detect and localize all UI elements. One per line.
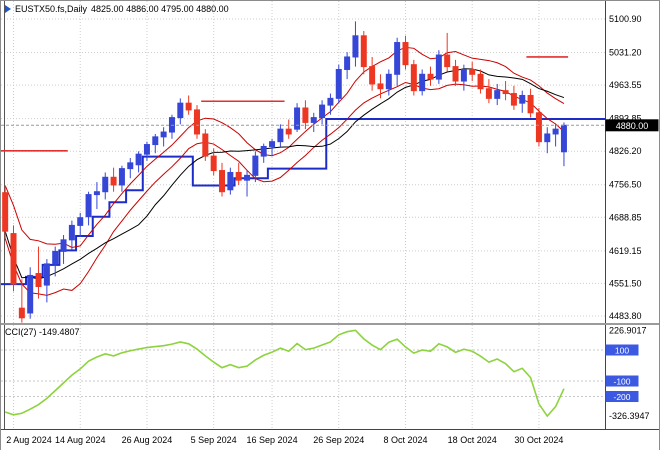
cci-level-badge: -200	[605, 391, 639, 403]
svg-text:-326.3947: -326.3947	[609, 411, 650, 421]
time-label: 2 Aug 2024	[6, 435, 52, 445]
moving-averages	[4, 46, 565, 296]
price-pane[interactable]: 5100.90 5031.20 4963.55 4893.85 4826.20 4756.…	[1, 1, 659, 325]
svg-text:4893.85: 4893.85	[609, 114, 642, 124]
cci-level-badge: 100	[605, 344, 639, 356]
candles-layer	[2, 21, 567, 323]
date-gridlines	[13, 325, 540, 429]
time-label: 16 Sep 2024	[246, 435, 298, 445]
svg-text:5031.20: 5031.20	[609, 48, 642, 58]
cci-chart-svg[interactable]: 226.9017 -326.3947 100 -100 -200	[1, 325, 659, 429]
svg-text:-100: -100	[613, 377, 630, 387]
price-axis[interactable]: 5100.90 5031.20 4963.55 4893.85 4826.20 4756.…	[609, 14, 642, 321]
svg-text:4756.50: 4756.50	[609, 180, 642, 190]
svg-text:4551.50: 4551.50	[609, 278, 642, 288]
svg-text:4826.20: 4826.20	[609, 146, 642, 156]
cci-level-lines	[1, 349, 605, 398]
time-label: 14 Aug 2024	[54, 435, 106, 445]
red-trendlines	[1, 56, 569, 152]
time-label: 8 Oct 2024	[383, 435, 428, 445]
svg-text:4688.85: 4688.85	[609, 212, 642, 222]
time-label: 18 Oct 2024	[447, 435, 497, 445]
price-gridlines	[1, 18, 605, 317]
cci-line	[4, 329, 565, 418]
svg-text:4963.55: 4963.55	[609, 80, 642, 90]
current-price-tag: 4880.00	[605, 119, 659, 132]
cci-level-badge: -100	[605, 375, 639, 387]
time-label: 30 Oct 2024	[514, 435, 564, 445]
time-axis[interactable]: 2 Aug 2024 14 Aug 2024 26 Aug 2024 5 Sep 20…	[1, 429, 659, 450]
price-chart-svg[interactable]: 5100.90 5031.20 4963.55 4893.85 4826.20 4756.…	[1, 1, 659, 323]
svg-text:-200: -200	[613, 392, 630, 402]
svg-text:4483.80: 4483.80	[609, 311, 642, 321]
time-label: 26 Sep 2024	[313, 435, 365, 445]
blue-step-line	[1, 118, 605, 286]
cci-axis[interactable]: 226.9017 -326.3947 100 -100 -200	[605, 325, 650, 421]
svg-text:4880.00: 4880.00	[616, 121, 649, 131]
time-label: 5 Sep 2024	[190, 435, 237, 445]
time-label: 26 Aug 2024	[121, 435, 173, 445]
svg-text:4619.15: 4619.15	[609, 246, 642, 256]
date-gridlines	[13, 1, 540, 323]
svg-text:226.9017: 226.9017	[609, 325, 647, 335]
svg-text:5100.90: 5100.90	[609, 14, 642, 24]
cci-pane[interactable]: 226.9017 -326.3947 100 -100 -200 CCI(27) -14…	[1, 325, 659, 429]
svg-text:100: 100	[615, 346, 629, 356]
